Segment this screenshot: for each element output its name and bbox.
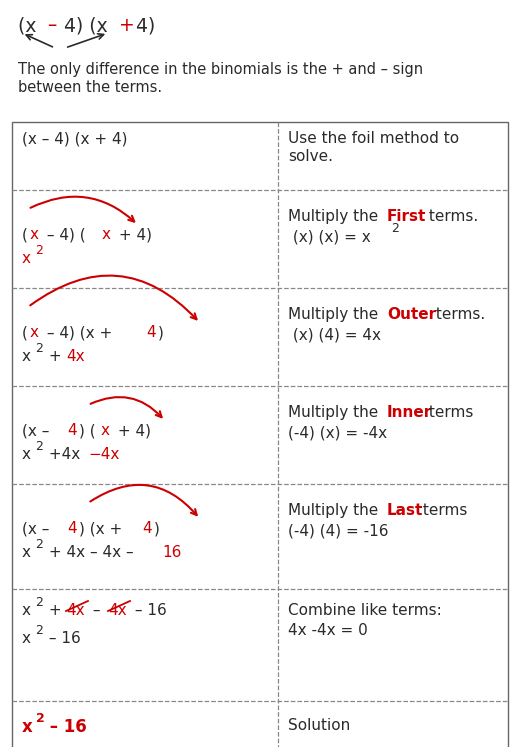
- Text: 2: 2: [35, 538, 43, 551]
- Text: (-4) (x) = -4x: (-4) (x) = -4x: [288, 425, 387, 440]
- Text: – 4) (: – 4) (: [42, 227, 86, 242]
- Text: – 4) (x +: – 4) (x +: [42, 325, 117, 340]
- Text: x: x: [22, 603, 31, 618]
- Text: Outer: Outer: [387, 307, 436, 322]
- Text: +: +: [44, 349, 67, 364]
- Text: – 16: – 16: [44, 718, 87, 736]
- Text: 2: 2: [35, 342, 43, 355]
- Text: −4x: −4x: [88, 447, 120, 462]
- Text: 4x: 4x: [66, 349, 85, 364]
- Text: terms.: terms.: [424, 209, 478, 224]
- Text: x: x: [22, 545, 31, 560]
- Text: 4: 4: [142, 521, 152, 536]
- Text: 4x -4x = 0: 4x -4x = 0: [288, 623, 368, 638]
- Text: 2: 2: [35, 244, 43, 257]
- Text: ): ): [154, 521, 160, 536]
- Text: x: x: [22, 631, 31, 646]
- Text: (x: (x: [18, 16, 43, 35]
- Text: + 4): + 4): [114, 227, 152, 242]
- Text: Inner: Inner: [387, 405, 432, 420]
- Text: The only difference in the binomials is the + and – sign: The only difference in the binomials is …: [18, 62, 423, 77]
- Text: Solution: Solution: [288, 718, 350, 733]
- Text: Combine like terms:: Combine like terms:: [288, 603, 442, 618]
- Text: First: First: [387, 209, 426, 224]
- Text: (x) (4) = 4x: (x) (4) = 4x: [288, 327, 381, 342]
- Text: (x –: (x –: [22, 423, 54, 438]
- Text: Last: Last: [387, 503, 423, 518]
- Text: terms.: terms.: [431, 307, 485, 322]
- Text: – 16: – 16: [44, 631, 81, 646]
- Text: + 4x – 4x –: + 4x – 4x –: [44, 545, 138, 560]
- Text: x: x: [30, 325, 39, 340]
- Bar: [12, 122, 508, 747]
- Text: x: x: [102, 227, 111, 242]
- Text: Multiply the: Multiply the: [288, 405, 383, 420]
- Text: ) (: ) (: [79, 423, 96, 438]
- Text: (: (: [22, 227, 28, 242]
- Text: (: (: [22, 325, 28, 340]
- Text: 4: 4: [67, 423, 76, 438]
- Text: 4: 4: [146, 325, 155, 340]
- Text: (-4) (4) = -16: (-4) (4) = -16: [288, 523, 388, 538]
- Text: x: x: [22, 718, 33, 736]
- Text: –: –: [88, 603, 106, 618]
- Text: x: x: [30, 227, 39, 242]
- Text: 2: 2: [391, 222, 399, 235]
- Text: solve.: solve.: [288, 149, 333, 164]
- Text: ): ): [158, 325, 164, 340]
- Text: + 4): + 4): [113, 423, 151, 438]
- Text: x: x: [101, 423, 110, 438]
- Text: Multiply the: Multiply the: [288, 209, 383, 224]
- Text: 4) (x: 4) (x: [58, 16, 114, 35]
- Text: 16: 16: [162, 545, 181, 560]
- Text: 4x: 4x: [108, 603, 127, 618]
- Text: terms: terms: [424, 405, 473, 420]
- Text: – 16: – 16: [130, 603, 167, 618]
- Text: ) (x +: ) (x +: [79, 521, 127, 536]
- Text: 4): 4): [130, 16, 155, 35]
- Text: Use the foil method to: Use the foil method to: [288, 131, 459, 146]
- Text: 2: 2: [35, 624, 43, 637]
- Text: (x) (x) = x: (x) (x) = x: [288, 229, 371, 244]
- Text: +: +: [44, 603, 67, 618]
- Text: 2: 2: [36, 712, 45, 725]
- Text: Multiply the: Multiply the: [288, 503, 383, 518]
- Text: Multiply the: Multiply the: [288, 307, 383, 322]
- Text: 2: 2: [35, 440, 43, 453]
- Text: +: +: [119, 16, 135, 35]
- Text: x: x: [22, 349, 31, 364]
- Text: +4x: +4x: [44, 447, 85, 462]
- Text: 2: 2: [35, 596, 43, 609]
- Text: –: –: [47, 16, 56, 35]
- Text: 4x: 4x: [66, 603, 85, 618]
- Text: x: x: [22, 251, 31, 266]
- Text: (x –: (x –: [22, 521, 54, 536]
- Text: between the terms.: between the terms.: [18, 80, 162, 95]
- Text: 4: 4: [67, 521, 76, 536]
- Text: terms: terms: [418, 503, 467, 518]
- Text: x: x: [22, 447, 31, 462]
- Text: (x – 4) (x + 4): (x – 4) (x + 4): [22, 131, 127, 146]
